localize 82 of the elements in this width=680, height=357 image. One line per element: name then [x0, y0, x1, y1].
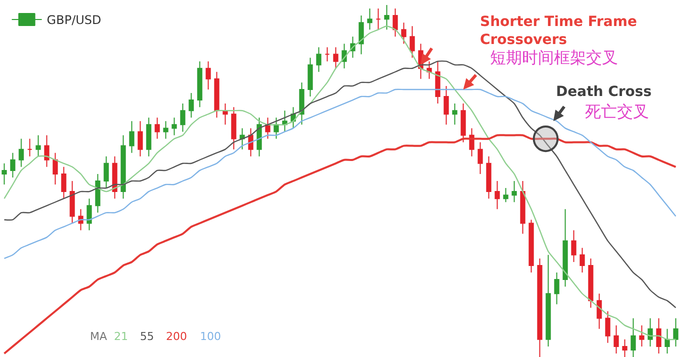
- candlestick: [18, 138, 24, 168]
- candlestick: [358, 15, 364, 55]
- text: 100: [200, 330, 221, 343]
- candlestick: [95, 173, 100, 214]
- candlestick: [146, 117, 152, 157]
- candlestick: [435, 60, 440, 104]
- candlestick: [61, 166, 66, 200]
- candlestick: [10, 152, 16, 178]
- candlestick: [154, 117, 160, 140]
- candlestick: [478, 142, 483, 174]
- candlestick: [452, 103, 458, 126]
- candlestick: [299, 82, 304, 126]
- candlestick: [546, 254, 551, 347]
- candlestick: [44, 134, 50, 168]
- candlestick: [104, 156, 109, 189]
- candlestick: [163, 120, 168, 140]
- candlestick: [316, 46, 322, 72]
- candlestick: [537, 258, 542, 357]
- candlestick: [520, 180, 526, 234]
- candlestick: [562, 208, 568, 288]
- candlestick: [36, 134, 41, 157]
- candlestick: [503, 188, 508, 203]
- annotation: Shorter Time Frame Crossovers: [480, 14, 637, 48]
- candlestick: [494, 180, 500, 210]
- candlestick: [256, 117, 262, 157]
- text: 21: [114, 330, 128, 343]
- candlestick: [426, 60, 432, 80]
- annotation: Death Cross: [556, 84, 652, 100]
- candlestick: [639, 324, 644, 347]
- candlestick: [528, 219, 534, 274]
- candlestick: [656, 318, 662, 354]
- candlestick: [120, 134, 126, 200]
- candlestick: [214, 71, 220, 118]
- candlestick: [376, 8, 381, 30]
- legend-title: MA: [90, 330, 108, 343]
- candlestick: [324, 46, 330, 62]
- candlestick: [664, 328, 670, 354]
- candlestick: [648, 318, 653, 347]
- candlestick: [673, 318, 678, 347]
- candlestick: [240, 128, 245, 150]
- candlestick: [308, 57, 313, 98]
- candlestick: [486, 156, 492, 200]
- candlestick: [444, 85, 449, 126]
- annotation: 死亡交叉: [585, 102, 649, 121]
- candlestick: [410, 26, 415, 58]
- candlestick: [392, 8, 398, 38]
- candlestick: [367, 8, 372, 30]
- candlestick: [554, 272, 560, 305]
- candlestick: [27, 138, 32, 157]
- candlestick: [630, 318, 636, 357]
- text: 200: [166, 330, 187, 343]
- candlestick: [206, 60, 211, 90]
- candlestick: [512, 180, 517, 203]
- candlestick: [180, 103, 186, 132]
- candlestick: [222, 103, 228, 126]
- candlestick: [274, 117, 279, 140]
- candlestick: [231, 106, 236, 150]
- candlestick: [571, 230, 576, 262]
- candlestick: [622, 338, 628, 357]
- candlestick: [70, 180, 75, 224]
- candlestick: [52, 152, 58, 186]
- candlestick: [112, 156, 118, 200]
- candlestick: [588, 258, 594, 308]
- candlestick: [138, 120, 143, 157]
- candlestick: [2, 162, 7, 186]
- candlestick: [401, 22, 406, 44]
- candlestick: [596, 293, 602, 330]
- annotation: 短期时间框架交叉: [490, 48, 618, 67]
- candlestick: [384, 5, 390, 30]
- candlestick: [86, 198, 92, 231]
- candlestick: [614, 324, 619, 354]
- legend-label: GBP/USD: [46, 13, 102, 28]
- text: 55: [140, 330, 154, 343]
- candlestick: [172, 117, 177, 136]
- candlestick: [197, 60, 202, 108]
- candlestick: [129, 120, 134, 154]
- candlestick: [188, 92, 194, 118]
- candlestick: [605, 310, 610, 344]
- candlestick: [265, 117, 270, 140]
- candlestick: [580, 247, 585, 274]
- candlestick: [333, 46, 338, 69]
- candlestick: [460, 103, 466, 143]
